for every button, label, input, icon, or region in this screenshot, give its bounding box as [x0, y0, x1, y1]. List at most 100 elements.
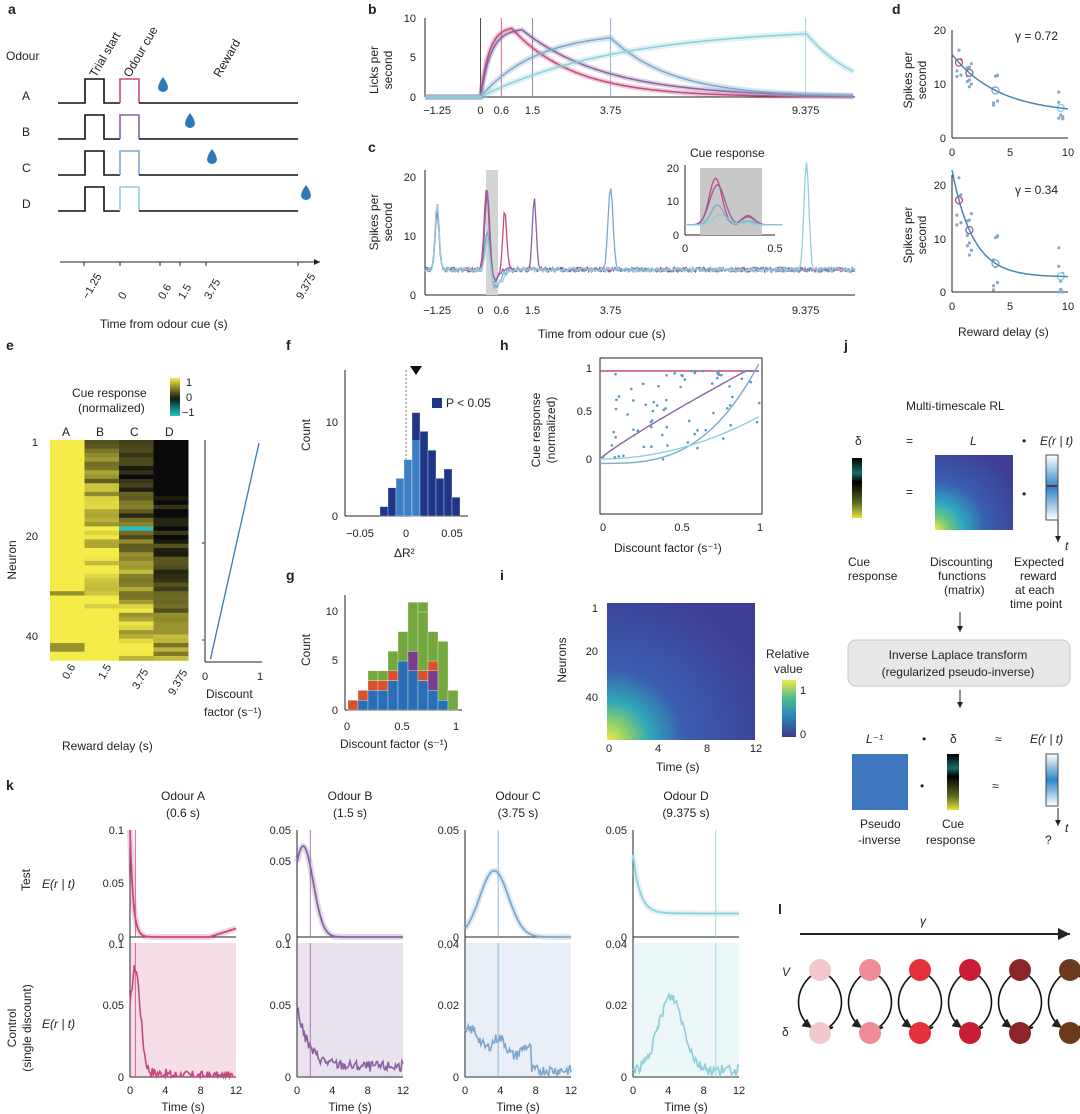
h-data-point [649, 420, 653, 424]
g-bar-segment [357, 690, 369, 701]
h-data-point [696, 446, 699, 450]
e-heat-cell [119, 608, 154, 614]
l-delta-node [859, 1022, 881, 1044]
e-heat-cell [153, 509, 189, 514]
e-heat-cell [84, 470, 120, 476]
g-bar-segment [407, 651, 419, 671]
d-trial-point [1057, 246, 1061, 250]
e-heat-cell [50, 586, 85, 592]
e-heat-cell [153, 621, 189, 627]
e-heat-cell [153, 483, 189, 489]
e-heat-cell [50, 630, 85, 635]
g-bar-segment [377, 670, 389, 681]
e-heat-cell [50, 573, 85, 579]
e-heat-cell [50, 513, 85, 519]
e-heat-cell [50, 634, 85, 640]
e-heat-cell [84, 617, 120, 622]
f-legend-swatch [432, 398, 442, 408]
g-bar-segment [397, 660, 409, 711]
k-test-curve [296, 845, 403, 938]
e-heat-cell [50, 543, 85, 549]
k-ylabel-test: E(r | t) [42, 877, 75, 891]
f-histogram [379, 412, 461, 517]
g-ytick-0: 0 [332, 705, 338, 717]
licks-ytick-5: 5 [410, 52, 416, 64]
g-bar-segment [387, 651, 399, 671]
k-xtick: 0 [294, 1085, 300, 1097]
f-bar [411, 440, 421, 517]
e-heat-cell [119, 569, 154, 575]
k-ctrl-y0: 0 [453, 1072, 459, 1084]
e-heat-cell [50, 565, 85, 571]
e-heat-cell [50, 500, 85, 506]
e-heat-cell [84, 573, 120, 579]
h-data-point [610, 444, 614, 447]
e-col-d: D [165, 425, 174, 439]
h-data-point [757, 401, 761, 405]
e-side-xlabel-1: Discount [206, 687, 253, 701]
j-delta-2: δ [950, 732, 957, 746]
e-heat-cell [153, 530, 189, 536]
h-data-point [632, 428, 635, 431]
inset-xtick-05: 0.5 [767, 243, 782, 255]
water-drop-icon [301, 185, 311, 200]
g-bar-segment [367, 680, 379, 691]
e-heat-cell [119, 560, 154, 566]
d-trial-point [995, 99, 1000, 103]
h-data-point [614, 435, 617, 439]
e-heat-cell [50, 595, 85, 601]
i-xtick-8: 8 [704, 743, 710, 755]
d-trial-point [1061, 115, 1065, 119]
e-heat-cell [50, 526, 85, 532]
e-heat-cell [119, 522, 154, 527]
l-loop-arrow [847, 974, 863, 1029]
j-discount-matrix [935, 455, 1013, 530]
e-heat-cell [50, 465, 85, 471]
odour-label-b: B [22, 125, 30, 139]
d-fit-curve [951, 169, 1068, 278]
g-bar-segment [357, 700, 369, 711]
h-data-point [633, 433, 636, 437]
h-data-point [617, 455, 621, 458]
j-cue-1: Cue [848, 555, 870, 569]
e-heat-cell [119, 595, 154, 601]
e-heat-cell [119, 651, 154, 657]
d-trial-point [965, 79, 970, 84]
e-heat-cell [119, 612, 154, 618]
d-trial-point [955, 213, 959, 217]
h-data-point [665, 374, 668, 377]
h-data-point [690, 369, 693, 373]
e-col-c: C [130, 425, 139, 439]
h-data-point [704, 428, 708, 432]
e-heat-cell [84, 552, 120, 558]
e-heatmap [50, 440, 189, 661]
f-median-marker [410, 366, 422, 375]
j-pseudo-2: -inverse [858, 833, 901, 847]
k-ctrl-ymid: 0.05 [103, 1000, 124, 1012]
k-ctrl-y0: 0 [621, 1072, 627, 1084]
e-heat-cell [153, 461, 189, 467]
j-L: L [970, 434, 977, 448]
d-trial-point [1057, 100, 1061, 104]
odour-header: Odour [6, 49, 39, 63]
licks-xtick: 1.5 [525, 105, 540, 117]
e-side-xtick-0: 0 [202, 671, 208, 683]
licks-xtick: 9.375 [792, 105, 820, 117]
f-xlabel: ΔR² [394, 546, 415, 560]
d-top-data [951, 48, 1069, 121]
l-loop-arrow [947, 974, 963, 1029]
e-heat-cell [153, 608, 189, 614]
k-ctrl-curve [129, 965, 236, 1081]
j-exp-3: at each [1015, 583, 1054, 597]
l-value-node [959, 959, 981, 981]
e-heat-cell [119, 578, 154, 584]
g-bar-segment [417, 602, 429, 613]
k-xlabel: Time (s) [161, 1100, 205, 1114]
e-heat-cell [84, 595, 120, 601]
h-data-point [626, 413, 629, 416]
e-heat-cell [50, 604, 85, 609]
j-exp-2: reward [1020, 569, 1057, 583]
inset-title: Cue response [690, 146, 765, 160]
e-heat-cell [119, 543, 154, 549]
h-data-point [636, 429, 640, 433]
